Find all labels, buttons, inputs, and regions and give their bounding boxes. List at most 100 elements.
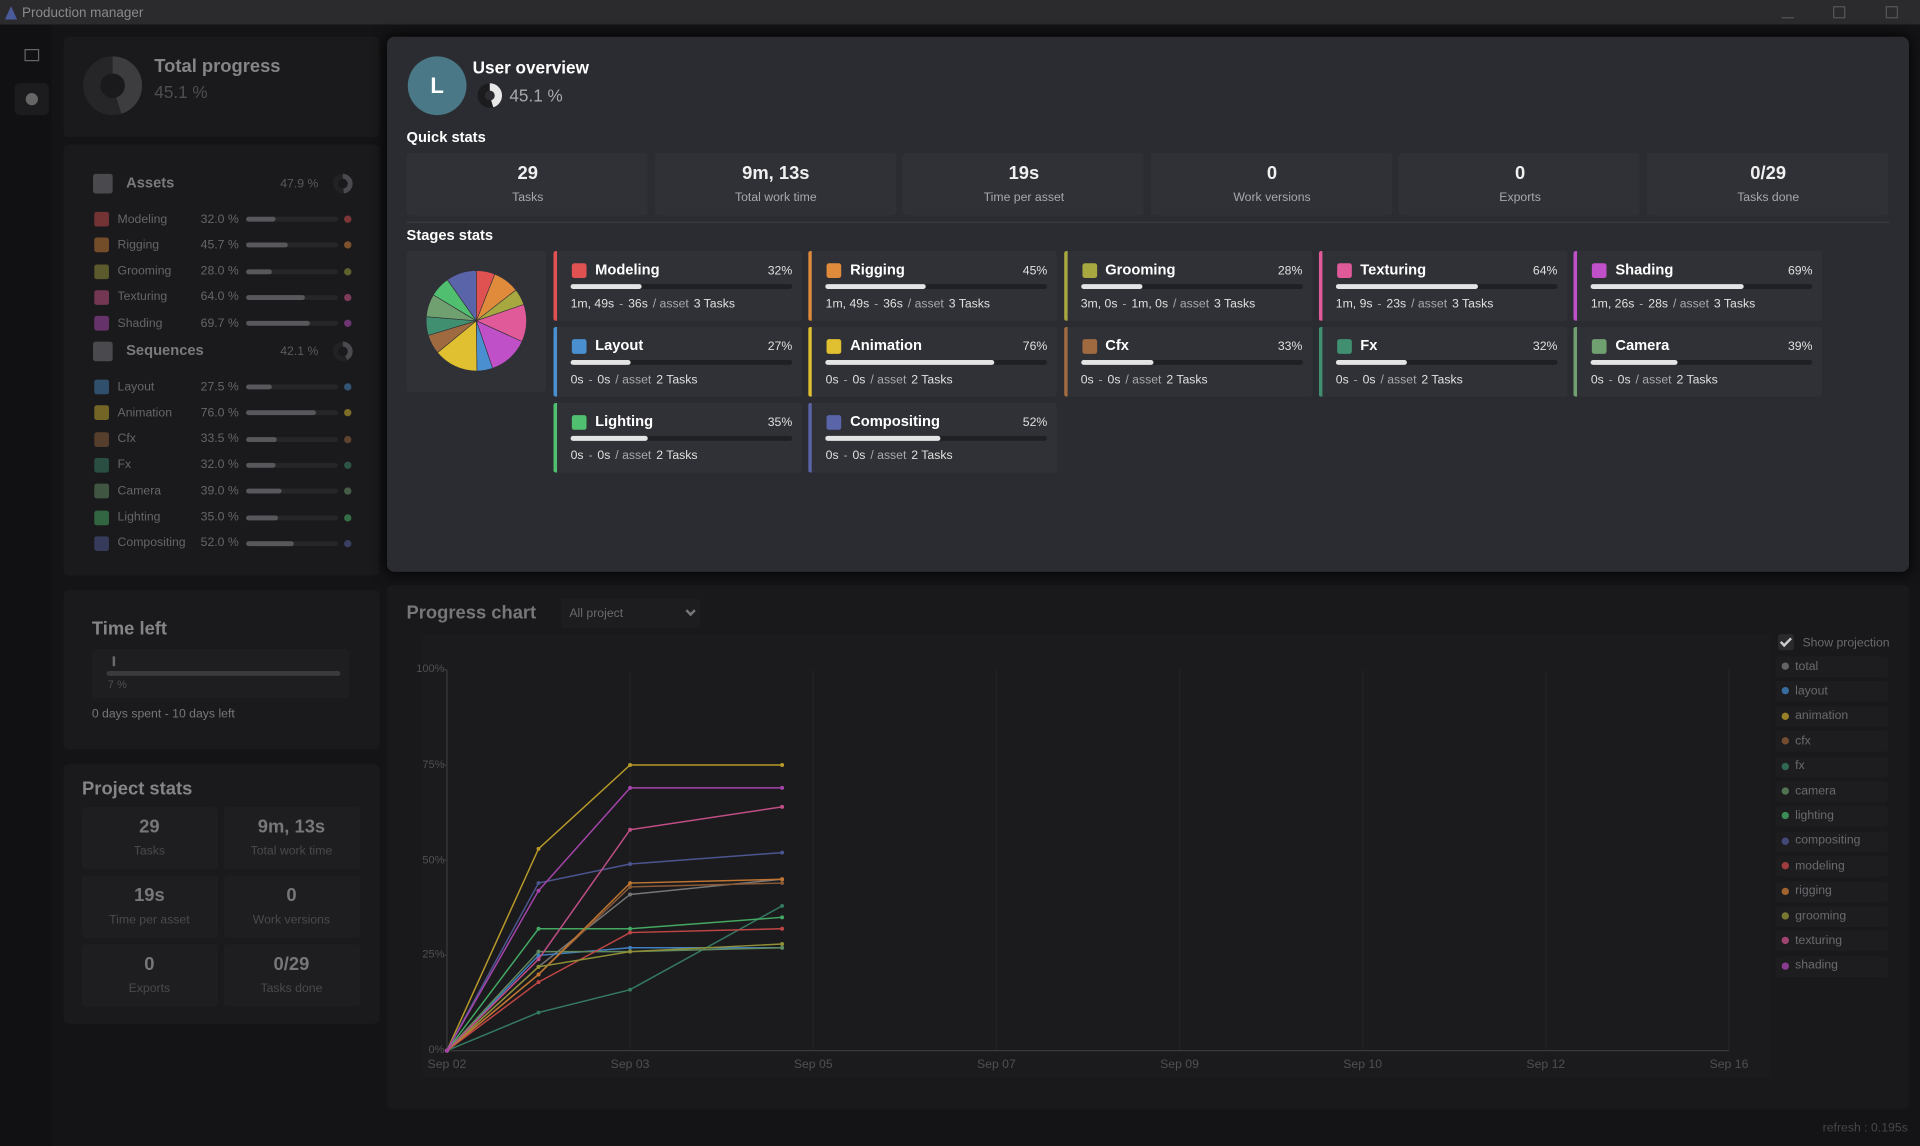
legend-label[interactable]: animation [1795, 709, 1849, 723]
separator: - [588, 449, 593, 463]
close-button[interactable] [1885, 6, 1898, 19]
legend-entry[interactable] [1775, 656, 1889, 678]
stat-box [224, 806, 361, 870]
data-point [628, 884, 633, 889]
series-line [446, 878, 783, 1052]
stage-time-row: 0s -0s / asset 2 Tasks [1591, 372, 1818, 389]
progress-bar [246, 436, 277, 442]
series-line [446, 878, 783, 1052]
separator: - [619, 297, 624, 312]
series-line [446, 764, 783, 1051]
progress-bar [825, 284, 926, 289]
window-title: Production manager [22, 5, 144, 21]
projection-checkbox[interactable] [1777, 634, 1794, 651]
pie-slice [446, 270, 477, 322]
stat-label: Total work time [735, 190, 817, 204]
time-caption: 0 days spent - 10 days left [91, 707, 235, 721]
legend-label[interactable]: layout [1795, 684, 1828, 698]
data-point [536, 846, 541, 851]
legend-label[interactable]: lighting [1795, 809, 1834, 823]
stat-label: Tasks [512, 190, 544, 204]
stage-icon [1592, 263, 1607, 278]
stage-name: Modeling [595, 261, 660, 279]
progress-track [570, 360, 793, 365]
legend-entry[interactable] [1775, 831, 1889, 852]
group-name: Assets [126, 174, 175, 192]
series-line [446, 905, 783, 1052]
stage-dot [344, 409, 352, 417]
data-point [536, 964, 541, 969]
filter-dropdown[interactable] [560, 598, 701, 629]
legend-entry[interactable] [1775, 731, 1889, 753]
minimize-button[interactable] [1781, 6, 1794, 19]
legend-entry[interactable] [1775, 781, 1889, 803]
group-progress-label: 47.9 % [280, 176, 319, 191]
legend-swatch [1781, 737, 1789, 745]
data-point [780, 850, 785, 855]
stage-name: Rigging [850, 261, 905, 279]
stage-name: Grooming [117, 264, 172, 279]
stage-progress-label: 32% [1532, 339, 1558, 354]
legend-label[interactable]: grooming [1795, 909, 1847, 923]
data-point [628, 892, 633, 897]
stage-total-time: 3m, 0s [1080, 297, 1118, 312]
legend-label[interactable]: total [1795, 659, 1819, 673]
legend-entry[interactable] [1775, 931, 1889, 952]
legend-entry[interactable] [1775, 806, 1889, 828]
separator: - [1098, 373, 1103, 387]
stage-dot [344, 267, 352, 276]
legend-label[interactable]: texturing [1795, 934, 1843, 948]
legend-label[interactable]: compositing [1795, 834, 1861, 848]
legend-label[interactable]: camera [1795, 784, 1836, 798]
stage-icon [94, 510, 109, 525]
legend-label[interactable]: rigging [1795, 884, 1832, 898]
stage-dot [344, 513, 352, 522]
legend-entry[interactable] [1775, 681, 1889, 703]
legend-label[interactable]: cfx [1795, 734, 1811, 748]
donut-arc [333, 341, 353, 362]
stage-dot [344, 319, 352, 328]
data-point [536, 1010, 541, 1015]
stage-progress-label: 35.0 % [200, 510, 239, 525]
stage-name: Compositing [850, 412, 940, 431]
per-asset-suffix: / asset [1380, 373, 1417, 387]
legend-entry[interactable] [1775, 856, 1889, 877]
checkbox-label[interactable]: Show projection [1802, 636, 1890, 650]
legend-swatch [1781, 787, 1789, 795]
panel-title: Project stats [82, 779, 193, 800]
table-view-icon[interactable] [24, 48, 40, 62]
data-point [628, 930, 633, 935]
legend-label[interactable]: shading [1795, 959, 1838, 973]
legend-entry[interactable] [1775, 706, 1889, 728]
filter-value[interactable]: All project [569, 606, 624, 621]
stage-icon [94, 379, 109, 395]
progress-track [246, 488, 338, 494]
group-progress-label: 42.1 % [280, 344, 319, 359]
stage-name: Shading [1615, 261, 1674, 279]
x-tick-label: Sep 03 [610, 1057, 650, 1071]
data-point [536, 881, 541, 886]
stat-value: 0 [286, 885, 297, 907]
stage-name: Fx [1360, 336, 1378, 355]
stat-box [224, 875, 361, 938]
x-tick-label: Sep 10 [1343, 1057, 1383, 1071]
stage-time-row: 0s -0s / asset 2 Tasks [826, 372, 1053, 389]
legend-entry[interactable] [1775, 881, 1889, 902]
stage-dot [344, 435, 352, 443]
time-per-asset: 0s [1107, 373, 1121, 387]
legend-entry[interactable] [1775, 906, 1889, 927]
stage-icon [1592, 339, 1607, 354]
legend-label[interactable]: modeling [1795, 859, 1845, 873]
maximize-button[interactable] [1833, 6, 1846, 19]
progress-track [246, 216, 338, 222]
legend-label[interactable]: fx [1795, 759, 1805, 773]
data-point [780, 804, 785, 809]
data-point [628, 785, 633, 790]
data-point [628, 763, 633, 767]
stage-icon [94, 431, 109, 447]
legend-entry[interactable] [1775, 956, 1889, 977]
panel-title: Time left [91, 618, 168, 640]
legend-entry[interactable] [1775, 756, 1889, 778]
stage-progress-label: 64% [1532, 263, 1558, 278]
time-per-asset: 0s [852, 373, 866, 387]
